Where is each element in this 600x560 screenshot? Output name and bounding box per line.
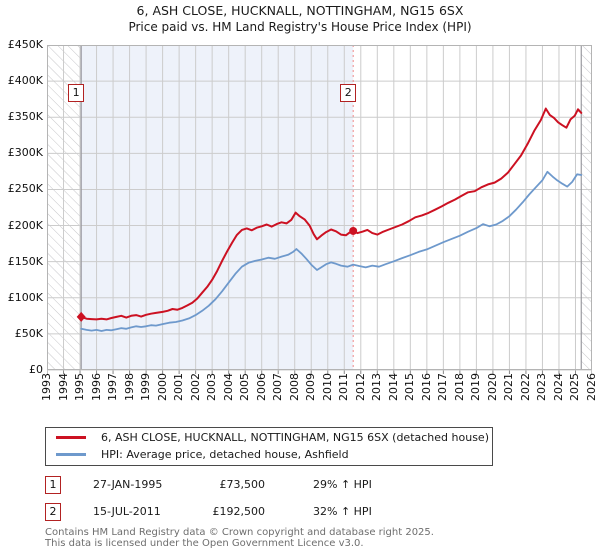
chart-sale-marker-1: 1 [68, 84, 85, 102]
footer-licence: This data is licensed under the Open Gov… [45, 538, 364, 549]
y-tick-label: £250K [7, 182, 43, 196]
x-tick-label: 1997 [106, 373, 120, 401]
x-tick-label: 2018 [452, 373, 466, 401]
x-tick-label: 2026 [585, 373, 598, 401]
x-tick-label: 2013 [370, 373, 384, 401]
chart-legend: 6, ASH CLOSE, HUCKNALL, NOTTINGHAM, NG15… [45, 427, 493, 466]
x-tick-label: 1996 [89, 373, 103, 401]
x-tick-label: 2008 [287, 373, 301, 401]
sale-2-hpi-change: 32% ↑ HPI [313, 505, 372, 518]
x-tick-label: 2005 [238, 373, 252, 401]
price-history-chart [47, 45, 592, 374]
sale-2-date: 15-JUL-2011 [93, 505, 161, 518]
x-tick-label: 1995 [73, 373, 87, 401]
y-tick-label: £350K [7, 110, 43, 124]
sale-row-1: 1 27-JAN-1995 £73,500 29% ↑ HPI [45, 476, 565, 494]
x-tick-label: 2007 [271, 373, 285, 401]
y-tick-label: £450K [7, 38, 43, 51]
x-tick-label: 2012 [353, 373, 367, 401]
x-tick-label: 2020 [485, 373, 499, 401]
x-tick-label: 2011 [337, 373, 351, 401]
page-subtitle: Price paid vs. HM Land Registry's House … [128, 20, 472, 34]
x-tick-label: 1999 [139, 373, 153, 401]
x-tick-label: 2004 [221, 373, 235, 401]
x-tick-label: 2014 [386, 373, 400, 401]
x-tick-label: 2022 [518, 373, 532, 401]
legend-item-property: 6, ASH CLOSE, HUCKNALL, NOTTINGHAM, NG15… [46, 430, 492, 445]
sale-1-hpi-change: 29% ↑ HPI [313, 478, 372, 491]
y-tick-label: £100K [7, 290, 43, 304]
x-tick-label: 2010 [320, 373, 334, 401]
x-tick-label: 1993 [40, 373, 53, 401]
y-tick-label: £300K [7, 146, 43, 160]
x-tick-label: 2001 [172, 373, 186, 401]
x-tick-label: 1994 [56, 373, 70, 401]
sale-2-price: £192,500 [212, 505, 266, 518]
y-tick-label: £0 [29, 363, 43, 376]
x-tick-label: 1998 [122, 373, 136, 401]
x-tick-label: 2023 [535, 373, 549, 401]
sale-row-2: 2 15-JUL-2011 £192,500 32% ↑ HPI [45, 503, 565, 521]
footer-copyright: Contains HM Land Registry data © Crown c… [45, 527, 434, 538]
x-tick-label: 2006 [254, 373, 268, 401]
x-tick-label: 2016 [419, 373, 433, 401]
legend-label-property: 6, ASH CLOSE, HUCKNALL, NOTTINGHAM, NG15… [101, 431, 489, 444]
x-tick-label: 2015 [403, 373, 417, 401]
chart-sale-marker-2: 2 [340, 84, 357, 102]
x-tick-label: 2003 [205, 373, 219, 401]
x-tick-label: 2002 [188, 373, 202, 401]
x-tick-label: 2000 [155, 373, 169, 401]
sale-1-date: 27-JAN-1995 [93, 478, 163, 491]
sale-1-number-chip: 1 [45, 476, 61, 494]
x-tick-label: 2019 [469, 373, 483, 401]
y-tick-label: £50K [14, 326, 43, 340]
y-tick-label: £400K [7, 74, 43, 88]
y-tick-label: £150K [7, 254, 43, 268]
x-tick-label: 2009 [304, 373, 318, 401]
property-line-swatch [56, 436, 86, 439]
x-tick-label: 2024 [551, 373, 565, 401]
x-tick-label: 2017 [436, 373, 450, 401]
x-tick-label: 2025 [568, 373, 582, 401]
y-tick-label: £200K [7, 218, 43, 232]
sale-1-price: £73,500 [219, 478, 266, 491]
x-tick-label: 2021 [502, 373, 516, 401]
legend-item-hpi: HPI: Average price, detached house, Ashf… [46, 447, 492, 462]
sale-2-number-chip: 2 [45, 503, 61, 521]
hpi-line-swatch [56, 453, 86, 456]
legend-label-hpi: HPI: Average price, detached house, Ashf… [101, 448, 349, 461]
page-title: 6, ASH CLOSE, HUCKNALL, NOTTINGHAM, NG15… [136, 3, 464, 18]
